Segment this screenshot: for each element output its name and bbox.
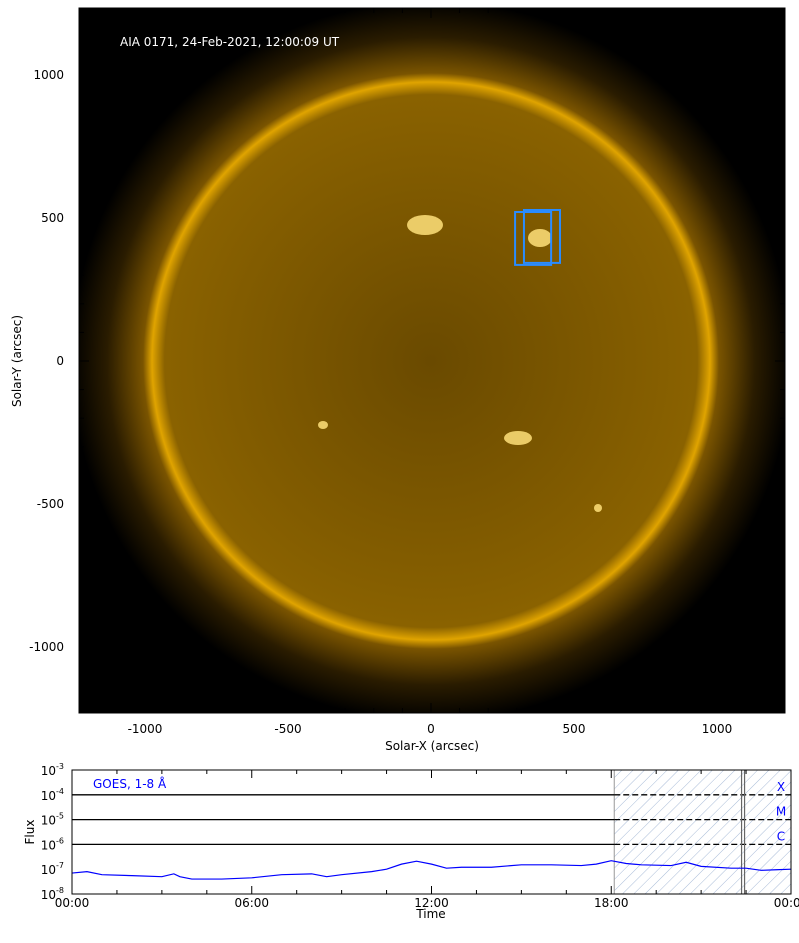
x-tick-label: 1000 xyxy=(702,722,733,736)
image-ylabel: Solar-Y (arcsec) xyxy=(10,315,24,407)
y-tick-label: 10-4 xyxy=(41,787,64,803)
active-regions xyxy=(318,215,602,512)
class-label: C xyxy=(777,829,785,843)
x-tick-label: -500 xyxy=(274,722,301,736)
image-xlabel: Solar-X (arcsec) xyxy=(385,739,479,753)
goes-xlabel: Time xyxy=(415,907,445,921)
y-tick-label: 1000 xyxy=(33,68,64,82)
x-tick-label: 12:00 xyxy=(414,896,449,910)
x-tick-label: 06:00 xyxy=(234,896,269,910)
class-label: M xyxy=(776,805,786,819)
x-tick-label: 0 xyxy=(427,722,435,736)
aia-image-panel: AIA 0171, 24-Feb-2021, 12:00:09 UT -1000… xyxy=(10,7,786,753)
flare-class-lines: CMX xyxy=(72,780,791,846)
solar-disk xyxy=(79,8,785,713)
y-tick-label: 10-6 xyxy=(41,836,64,852)
region-box xyxy=(514,210,553,266)
image-annotation: AIA 0171, 24-Feb-2021, 12:00:09 UT xyxy=(120,35,340,49)
x-tick-label: 18:00 xyxy=(594,896,629,910)
class-label: X xyxy=(777,780,785,794)
y-tick-label: 10-8 xyxy=(41,886,64,902)
shaded-interval xyxy=(613,769,792,895)
y-tick-label: 500 xyxy=(41,211,64,225)
time-marker xyxy=(740,770,746,894)
region-box xyxy=(522,208,561,264)
image-ticks: -1000 -500 0 500 1000 -1000 -500 0 500 1000 xyxy=(29,8,785,736)
goes-series-line xyxy=(71,860,792,880)
goes-ylabel: Flux xyxy=(23,820,37,845)
x-tick-label: -1000 xyxy=(128,722,163,736)
goes-panel: CMX 00:0006:0012:0018:0000:0010-810-710-… xyxy=(23,762,799,921)
x-tick-label: 500 xyxy=(563,722,586,736)
x-tick-label: 00:00 xyxy=(55,896,90,910)
y-tick-label: -1000 xyxy=(29,640,64,654)
y-tick-label: 10-5 xyxy=(41,812,64,828)
region-boxes xyxy=(514,208,561,266)
y-tick-label: 10-7 xyxy=(41,861,64,877)
x-tick-label: 00:00 xyxy=(774,896,799,910)
y-tick-label: 0 xyxy=(56,354,64,368)
goes-ticks: 00:0006:0012:0018:0000:0010-810-710-610-… xyxy=(41,762,799,910)
y-tick-label: 10-3 xyxy=(41,762,64,778)
goes-label: GOES, 1-8 Å xyxy=(93,776,167,791)
y-tick-label: -500 xyxy=(37,497,64,511)
